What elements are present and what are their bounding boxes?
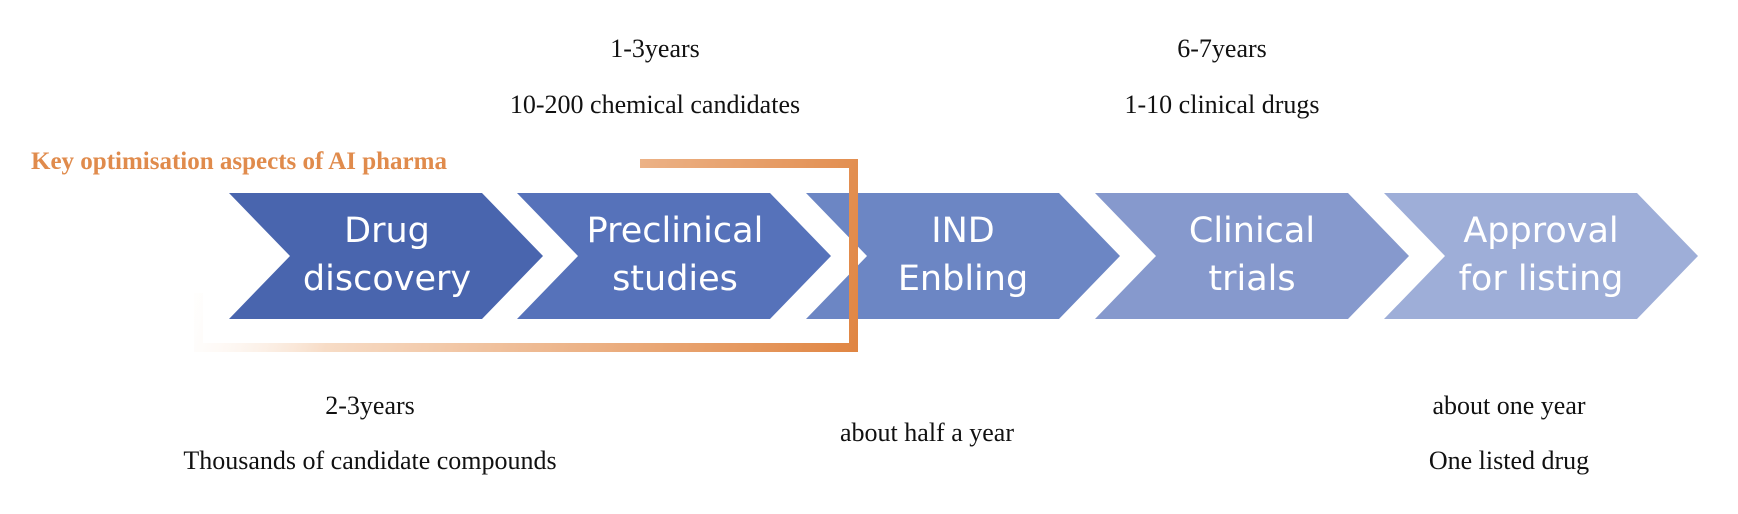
stage-label-preclinical-line1: Preclinical [587, 211, 764, 251]
preclinical-quantity: 10-200 chemical candidates [509, 90, 801, 119]
stage-label-approval-line1: Approval [1463, 211, 1618, 251]
stage-label-ind-line1: IND [931, 211, 994, 251]
chevron-ind-enabling [806, 193, 1120, 319]
approval-quantity: One listed drug [1428, 446, 1590, 475]
drug-discovery-duration: 2-3years [325, 391, 415, 420]
chevron-approval-for-listing [1384, 193, 1698, 319]
stage-label-drug-discovery-line1: Drug [344, 211, 430, 251]
stage-label-clinical-line1: Clinical [1189, 211, 1315, 251]
preclinical-duration: 1-3years [610, 34, 700, 63]
ind-duration: about half a year [840, 418, 1014, 447]
stage-label-ind-line2: Enbling [898, 259, 1028, 299]
chevron-preclinical-studies [517, 193, 831, 319]
stage-label-clinical-line2: trials [1208, 259, 1295, 299]
drug-discovery-quantity: Thousands of candidate compounds [183, 446, 557, 475]
stage-label-preclinical-line2: studies [612, 259, 738, 299]
clinical-duration: 6-7years [1177, 34, 1267, 63]
chevron-clinical-trials [1095, 193, 1409, 319]
chevron-drug-discovery [229, 193, 543, 319]
stage-label-drug-discovery-line2: discovery [303, 259, 471, 299]
approval-duration: about one year [1432, 391, 1586, 420]
ai-optimisation-label: Key optimisation aspects of AI pharma [31, 148, 447, 175]
clinical-quantity: 1-10 clinical drugs [1124, 90, 1320, 119]
stage-label-approval-line2: for listing [1459, 259, 1624, 299]
